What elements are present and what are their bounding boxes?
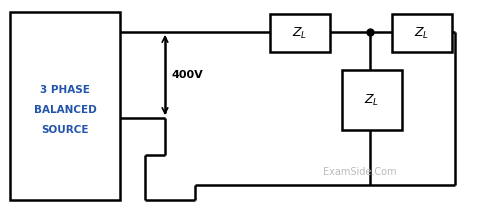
Text: SOURCE: SOURCE (41, 125, 89, 135)
Bar (392, 14, 452, 52)
Text: ExamSide.Com: ExamSide.Com (323, 167, 397, 177)
Text: $Z_L$: $Z_L$ (364, 92, 380, 108)
Text: $Z_L$: $Z_L$ (414, 26, 430, 40)
Text: $Z_L$: $Z_L$ (292, 26, 308, 40)
Bar (342, 70, 402, 130)
Text: BALANCED: BALANCED (34, 105, 96, 115)
Text: 3 PHASE: 3 PHASE (40, 85, 90, 95)
Bar (10, 12, 120, 200)
Bar (270, 14, 330, 52)
Text: 400V: 400V (172, 70, 204, 80)
